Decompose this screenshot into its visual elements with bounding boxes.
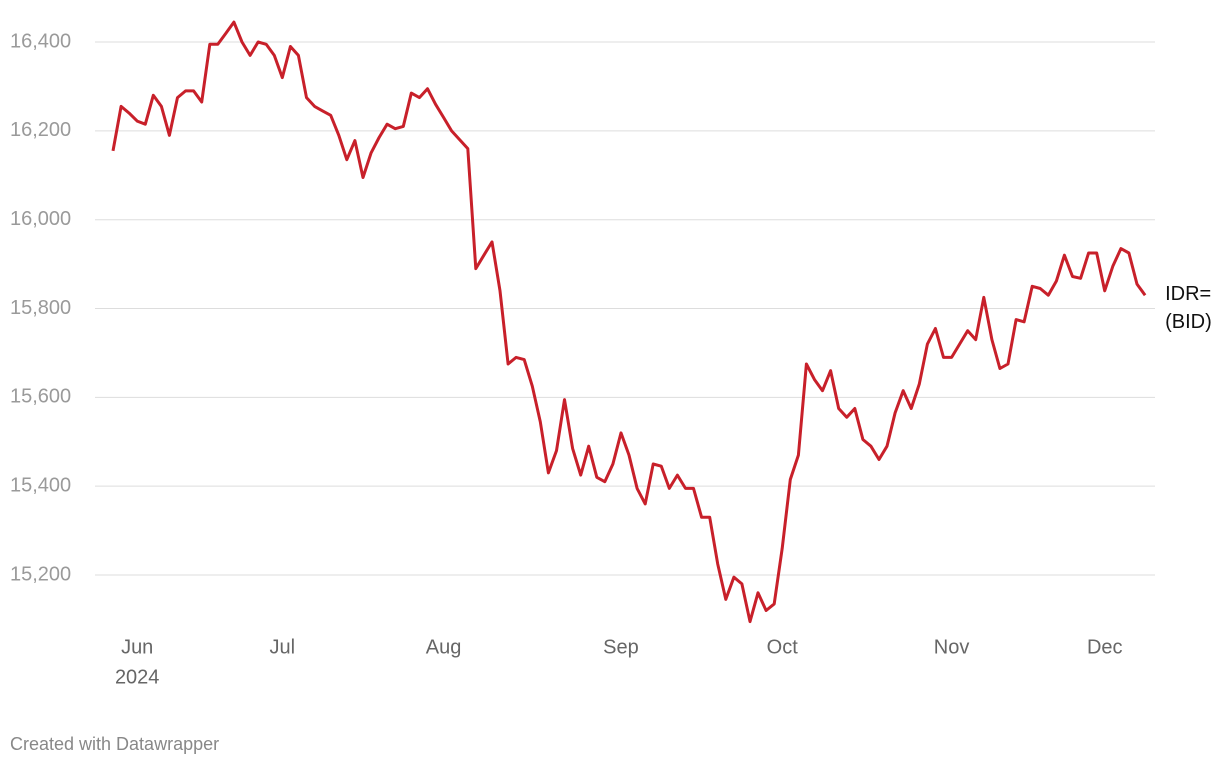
x-tick-label: Dec (1087, 636, 1123, 658)
footer: Created with Datawrapper (10, 734, 219, 754)
x-tick-label: Sep (603, 636, 639, 658)
x-tick-label: Jun (121, 636, 153, 658)
y-tick-label: 15,200 (10, 563, 71, 585)
series-label: IDR= (BID) (1165, 283, 1212, 333)
y-tick-label: 16,400 (10, 30, 71, 52)
x-tick-label: Aug (426, 636, 462, 658)
y-tick-label: 15,600 (10, 386, 71, 408)
series-line (111, 20, 1147, 624)
x-tick-label: Jul (270, 636, 296, 658)
x-tick-label: Oct (767, 636, 799, 658)
x-tick-label: Nov (934, 636, 970, 658)
y-tick-label: 15,400 (10, 474, 71, 496)
x-year-label: 2024 (115, 666, 160, 688)
y-tick-label: 16,200 (10, 119, 71, 141)
y-tick-label: 16,000 (10, 208, 71, 230)
y-tick-label: 15,800 (10, 297, 71, 319)
